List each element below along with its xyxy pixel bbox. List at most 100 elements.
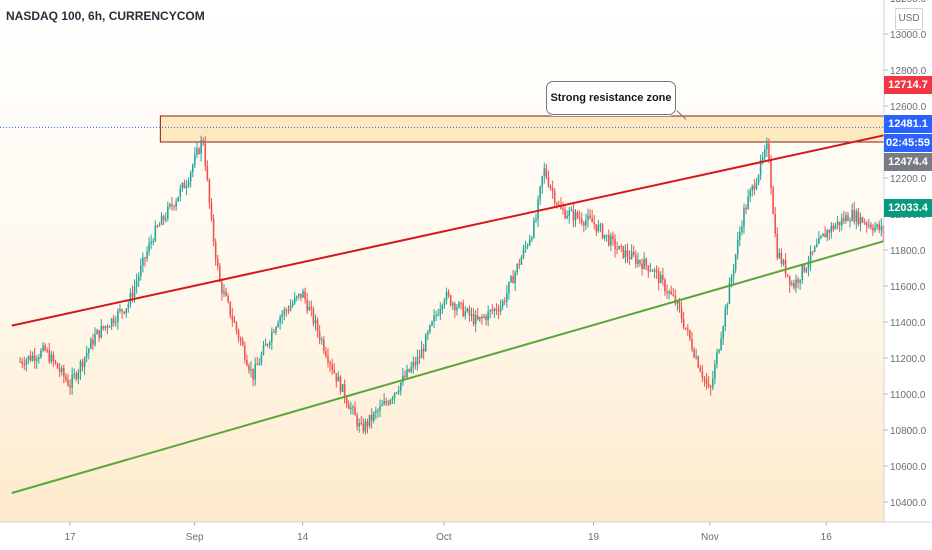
candle-body <box>377 410 379 412</box>
candle-body <box>279 317 281 323</box>
support-trendline <box>11 226 932 494</box>
candle-body <box>183 182 186 189</box>
candle-body <box>456 307 458 311</box>
candle-body <box>221 281 223 294</box>
candle-body <box>44 345 46 351</box>
candle-body <box>200 140 202 154</box>
candle-body <box>508 281 510 293</box>
candle-body <box>830 225 833 233</box>
candle-body <box>882 226 885 234</box>
candle-body <box>81 361 84 367</box>
candle-body <box>784 260 787 275</box>
candle-body <box>822 233 824 237</box>
candle-body <box>312 308 315 324</box>
candle-body <box>832 225 835 230</box>
price-tick-label: 12200.0 <box>890 174 927 185</box>
candle-body <box>747 196 749 210</box>
candle-body <box>104 326 107 329</box>
candle-body <box>743 207 745 227</box>
candle-body <box>755 183 758 190</box>
candle-body <box>589 215 591 218</box>
candle-body <box>495 308 498 311</box>
candle-body <box>630 251 633 260</box>
candle-body <box>196 148 198 155</box>
candle-body <box>137 276 140 282</box>
candle-body <box>849 220 851 222</box>
candle-body <box>497 310 500 312</box>
candle-body <box>389 400 392 405</box>
candle-body <box>751 185 754 191</box>
candle-body <box>853 210 856 222</box>
candle-body <box>797 279 799 283</box>
candle-body <box>443 300 446 306</box>
candle-body <box>649 270 652 272</box>
candle-body <box>607 234 610 246</box>
candle-body <box>281 314 284 318</box>
candle-body <box>601 224 604 239</box>
candle-body <box>414 362 417 365</box>
candle-body <box>483 316 485 318</box>
candle-body <box>331 364 333 370</box>
candle-body <box>341 384 344 392</box>
candle-body <box>551 188 554 192</box>
candle-body <box>208 179 211 204</box>
candle-body <box>266 344 269 346</box>
candle-body <box>181 182 184 189</box>
candle-body <box>254 364 256 380</box>
candle-body <box>749 190 752 197</box>
candle-body <box>807 263 810 269</box>
candle-body <box>383 401 385 405</box>
resistance-annotation[interactable]: Strong resistance zone <box>546 81 676 115</box>
resistance-trendline <box>11 123 932 327</box>
candle-body <box>637 259 639 264</box>
candle-body <box>628 256 631 260</box>
candle-body <box>191 164 194 173</box>
candle-body <box>512 276 514 284</box>
candle-body <box>318 331 321 340</box>
candle-body <box>179 188 182 197</box>
candle-body <box>870 224 872 229</box>
time-tick-label: Oct <box>436 532 452 543</box>
candle-body <box>676 301 679 304</box>
candle-body <box>533 220 535 238</box>
currency-button[interactable]: USD <box>895 8 923 30</box>
candle-body <box>422 348 425 352</box>
candle-body <box>531 237 533 240</box>
candle-body <box>225 291 227 297</box>
candle-body <box>293 297 296 304</box>
candle-body <box>736 239 739 255</box>
candle-body <box>358 423 360 427</box>
candle-body <box>262 345 265 355</box>
candle-body <box>714 364 716 379</box>
candle-body <box>651 270 654 272</box>
candle-body <box>555 202 558 205</box>
candle-body <box>412 362 415 367</box>
candle-body <box>144 257 146 259</box>
candle-body <box>768 143 770 161</box>
candle-body <box>547 177 550 186</box>
candle-body <box>54 360 57 364</box>
candle-body <box>102 326 105 329</box>
candle-body <box>501 301 504 307</box>
candle-body <box>198 148 200 154</box>
candle-body <box>71 374 73 388</box>
candle-body <box>125 308 128 314</box>
candle-body <box>291 303 294 306</box>
candle-body <box>670 291 672 295</box>
candle-body <box>578 217 581 219</box>
candle-body <box>726 304 729 309</box>
candle-body <box>187 181 190 186</box>
candle-body <box>761 157 764 160</box>
candle-body <box>300 293 302 298</box>
candle-body <box>173 205 175 207</box>
candle-body <box>58 368 61 372</box>
price-tick-label: 13000.0 <box>890 30 927 41</box>
candle-body <box>788 275 791 285</box>
candle-body <box>622 246 625 258</box>
candle-body <box>614 238 616 250</box>
candle-body <box>655 269 658 272</box>
candle-body <box>418 356 421 359</box>
candle-body <box>135 281 138 287</box>
